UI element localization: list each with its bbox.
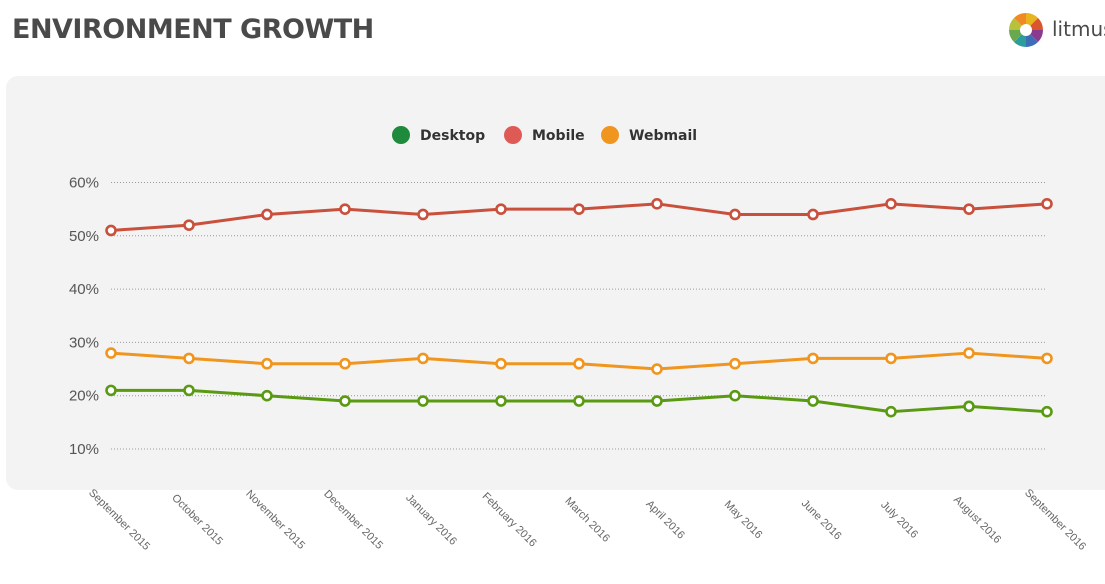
data-point-webmail <box>495 357 507 370</box>
legend-label-webmail: Webmail <box>629 128 697 144</box>
data-point-webmail <box>183 352 195 365</box>
data-point-desktop <box>807 395 819 407</box>
series-points <box>105 198 1053 418</box>
data-point-mobile <box>807 208 819 221</box>
data-point-mobile <box>495 203 507 215</box>
data-point-webmail <box>417 352 429 365</box>
data-point-webmail <box>729 357 741 370</box>
data-point-mobile <box>339 203 351 215</box>
x-tick-label: July 2016 <box>878 499 920 541</box>
legend-marker-desktop <box>392 126 410 144</box>
legend-marker-mobile <box>504 126 522 144</box>
logo-segment <box>1009 17 1022 30</box>
data-point-mobile <box>963 203 975 215</box>
x-tick-label: November 2015 <box>243 488 307 552</box>
data-point-mobile <box>885 198 897 210</box>
logo-segment <box>1026 13 1039 26</box>
x-tick-label: February 2016 <box>480 490 539 549</box>
data-point-mobile <box>261 208 273 221</box>
data-point-mobile <box>729 208 741 221</box>
data-point-webmail <box>1041 352 1053 365</box>
logo-segment <box>1030 17 1043 30</box>
data-point-webmail <box>105 347 117 359</box>
data-point-desktop <box>183 384 195 397</box>
y-tick-label: 20% <box>69 388 99 405</box>
data-point-webmail <box>963 347 975 359</box>
legend: Desktop Mobile Webmail <box>392 126 697 144</box>
logo-segment <box>1013 34 1026 47</box>
data-point-desktop <box>417 395 429 407</box>
data-point-webmail <box>885 352 897 365</box>
data-point-webmail <box>651 363 663 375</box>
data-point-desktop <box>963 400 975 413</box>
data-point-desktop <box>1041 405 1053 418</box>
legend-label-mobile: Mobile <box>532 128 585 144</box>
x-tick-label: December 2015 <box>321 488 385 552</box>
data-point-webmail <box>261 357 273 370</box>
data-point-mobile <box>573 203 585 215</box>
data-point-webmail <box>807 352 819 365</box>
page-title: ENVIRONMENT GROWTH <box>12 14 374 45</box>
data-point-mobile <box>417 208 429 221</box>
litmus-logo-icon <box>1009 13 1043 47</box>
data-point-mobile <box>105 224 117 237</box>
logo-segment <box>1013 13 1026 26</box>
y-axis-ticks: 10% 20% 30% 40% 50% 60% <box>69 175 99 459</box>
x-tick-label: April 2016 <box>643 498 687 542</box>
data-point-desktop <box>651 395 663 407</box>
legend-marker-webmail <box>601 126 619 144</box>
legend-label-desktop: Desktop <box>420 128 485 144</box>
data-point-desktop <box>105 384 117 397</box>
logo-segment <box>1030 30 1043 43</box>
x-tick-label: October 2015 <box>169 492 225 548</box>
data-point-desktop <box>573 395 585 407</box>
litmus-logo: litmus <box>1006 10 1105 50</box>
data-point-webmail <box>339 357 351 370</box>
x-tick-label: August 2016 <box>951 494 1003 546</box>
y-tick-label: 10% <box>69 441 99 458</box>
grid-lines <box>111 182 1046 450</box>
data-point-desktop <box>495 395 507 407</box>
x-tick-label: March 2016 <box>562 495 612 545</box>
series-lines <box>110 202 1048 414</box>
data-point-desktop <box>261 389 273 402</box>
logo-segment <box>1009 30 1022 43</box>
data-point-desktop <box>339 395 351 407</box>
data-point-webmail <box>573 357 585 370</box>
y-tick-label: 40% <box>69 281 99 298</box>
y-tick-label: 50% <box>69 228 99 245</box>
data-point-mobile <box>651 198 663 210</box>
x-tick-label: January 2016 <box>403 492 459 548</box>
data-point-mobile <box>183 219 195 231</box>
data-point-desktop <box>885 405 897 418</box>
x-tick-label: September 2016 <box>1022 487 1088 553</box>
chart-panel <box>6 76 1105 490</box>
x-tick-label: June 2016 <box>799 497 844 542</box>
data-point-desktop <box>729 389 741 402</box>
logo-segment <box>1026 34 1039 47</box>
data-point-mobile <box>1041 198 1053 210</box>
x-axis-ticks: September 2015 October 2015 November 2015 D… <box>86 487 1088 553</box>
x-tick-label: September 2015 <box>86 487 152 553</box>
y-tick-label: 60% <box>69 175 99 192</box>
x-tick-label: May 2016 <box>722 499 765 542</box>
logo-text: litmus <box>1052 17 1105 41</box>
y-tick-label: 30% <box>69 334 99 351</box>
